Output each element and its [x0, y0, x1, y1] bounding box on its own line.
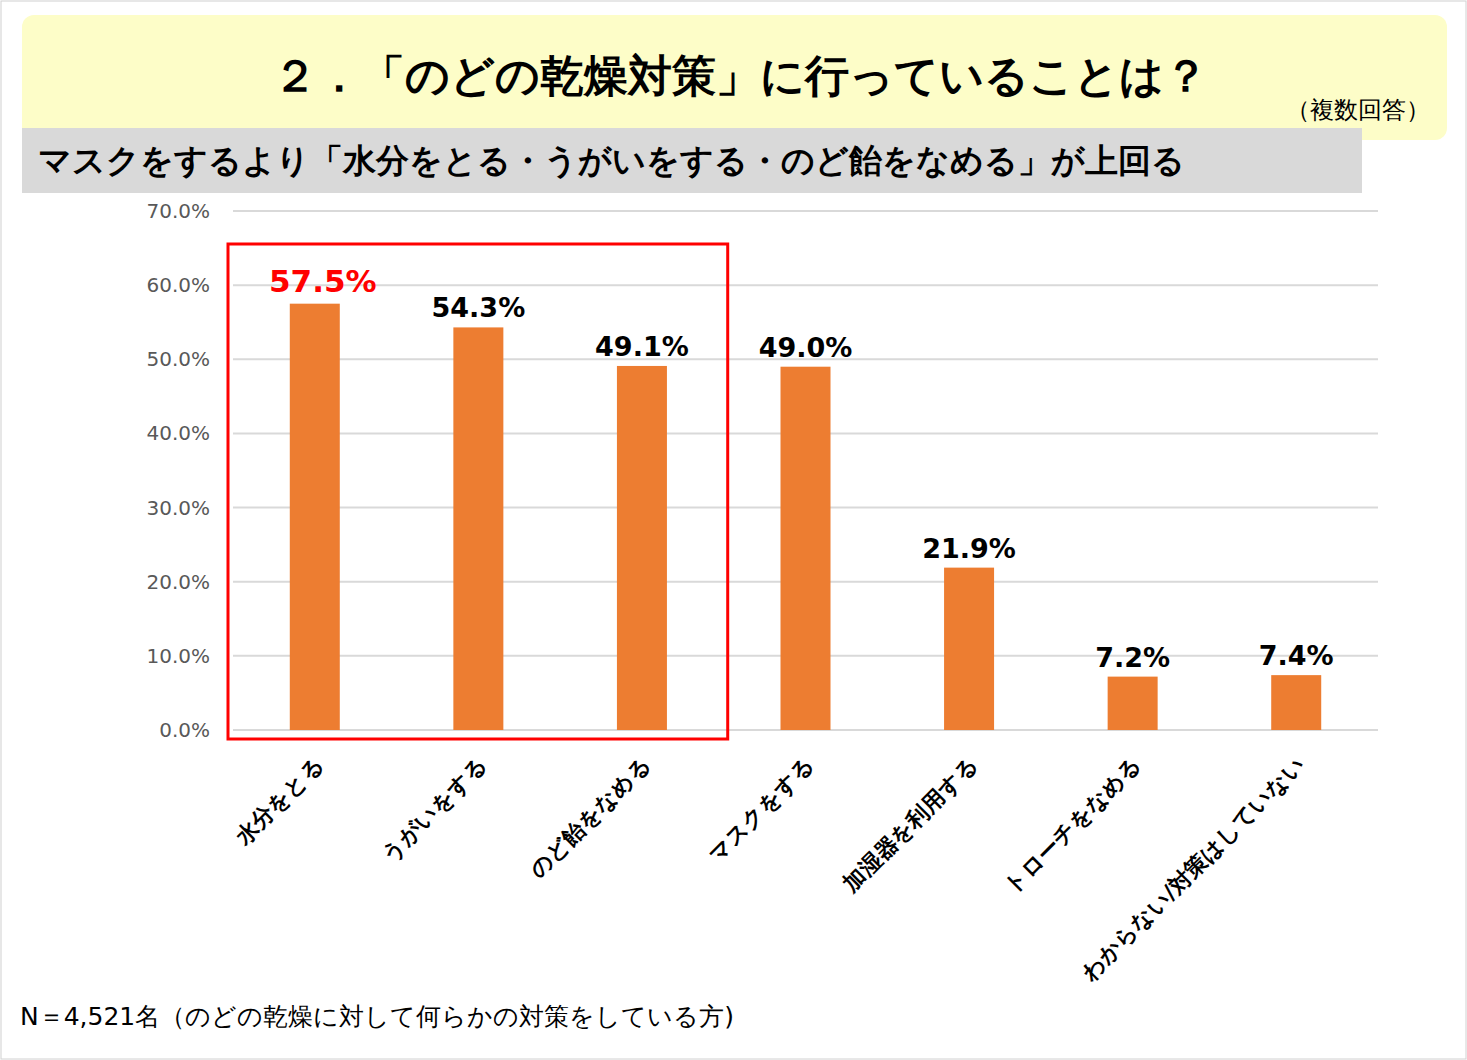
y-tick-label: 0.0% [159, 718, 210, 742]
grid-line [233, 210, 1378, 212]
data-label: 54.3% [432, 292, 526, 323]
data-label: 49.1% [595, 331, 689, 362]
x-tick-label: トローチをなめる [999, 752, 1146, 899]
subtitle-box [22, 128, 1362, 193]
header-box [22, 15, 1447, 140]
data-label: 21.9% [922, 533, 1016, 564]
bars [290, 304, 1321, 730]
bar [1108, 677, 1158, 730]
bar [1271, 675, 1321, 730]
y-tick-label: 60.0% [146, 273, 210, 297]
x-tick-label: 加湿器を利用する [838, 752, 983, 897]
y-tick-label: 20.0% [146, 570, 210, 594]
y-tick-label: 50.0% [146, 347, 210, 371]
note: N＝4,521名（のどの乾燥に対して何らかの対策をしている方) [20, 1002, 734, 1031]
bar [617, 366, 667, 730]
y-tick-label: 30.0% [146, 496, 210, 520]
x-tick-label: マスクをする [704, 752, 819, 867]
annotation: （複数回答） [1286, 96, 1430, 124]
bar [781, 367, 831, 730]
highlight-box [228, 244, 728, 739]
grid-line [233, 284, 1378, 286]
data-label: 7.4% [1259, 640, 1334, 671]
x-tick-label: のど飴をなめる [525, 752, 656, 883]
title: ２．「のどの乾燥対策」に行っていることは？ [273, 50, 1208, 101]
bar [290, 304, 340, 730]
subtitle: マスクをするより「水分をとる・うがいをする・のど飴をなめる」が上回る [38, 141, 1185, 180]
chart: ２．「のどの乾燥対策」に行っていることは？ （複数回答） マスクをするより「水分をと… [0, 0, 1467, 1060]
y-tick-label: 10.0% [146, 644, 210, 668]
bar [944, 568, 994, 730]
x-tick-label: わからない/対策はしていない [1076, 752, 1310, 986]
x-tick-label: うがいをする [377, 752, 492, 867]
data-label: 49.0% [759, 332, 853, 363]
y-tick-label: 40.0% [146, 421, 210, 445]
bar [453, 327, 503, 730]
background [1, 1, 1466, 1059]
x-tick-label: 水分をとる [230, 752, 328, 850]
y-tick-label: 70.0% [146, 199, 210, 223]
data-label: 7.2% [1095, 642, 1170, 673]
data-label: 57.5% [269, 263, 377, 299]
